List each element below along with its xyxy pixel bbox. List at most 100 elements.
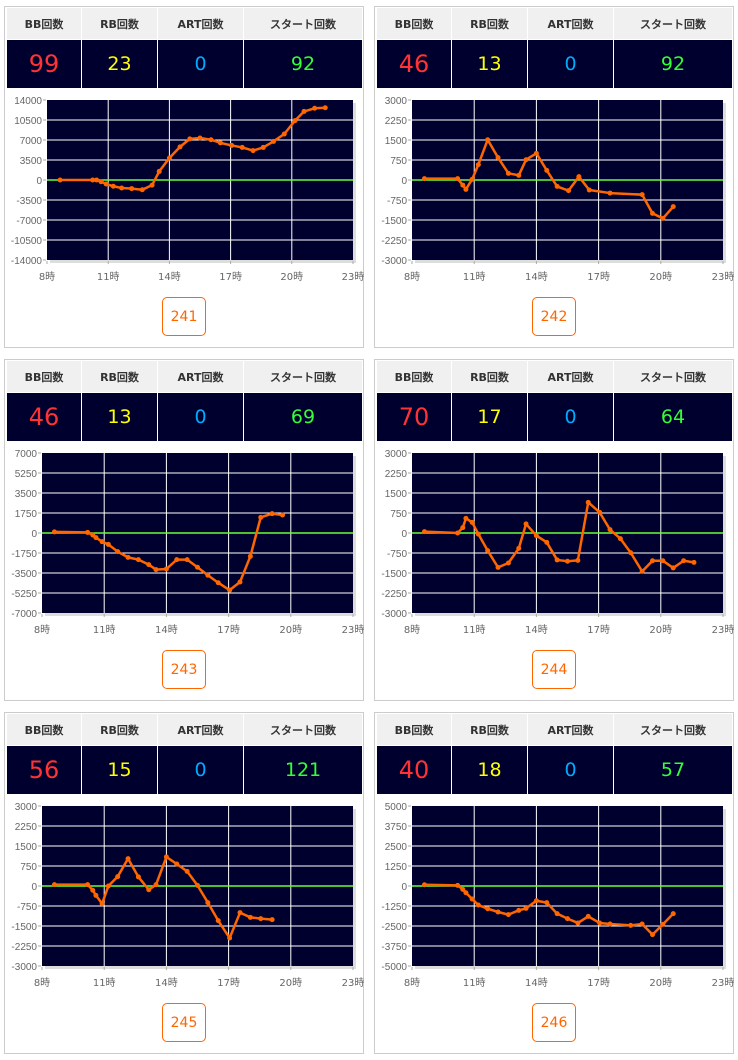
y-tick-label: -1500 [381, 216, 407, 227]
data-point [51, 529, 57, 535]
data-point [516, 172, 522, 178]
x-tick-label: 20時 [649, 977, 672, 989]
data-point [195, 882, 200, 888]
start-header: スタート回数 [270, 370, 336, 384]
stats-header-row: BB回数 RB回数 ART回数 スタート回数 [7, 361, 362, 392]
y-tick-label: 2250 [385, 469, 408, 480]
bb-header: BB回数 [377, 714, 452, 745]
series-line [54, 855, 273, 940]
data-point [469, 896, 475, 902]
rb-count: 17 [452, 393, 528, 441]
y-tick-label: -7000 [16, 216, 42, 227]
x-tick-label: 8時 [34, 624, 50, 636]
y-tick-label: -3750 [381, 942, 407, 953]
machine-number-button[interactable]: 244 [532, 650, 576, 689]
y-tick-label: -1500 [381, 569, 407, 580]
data-point [269, 511, 275, 517]
y-tick-label: 0 [401, 176, 407, 187]
art-header: ART回数 [158, 361, 244, 392]
data-point [105, 883, 111, 889]
slump-chart: 14000 10500 7000 3500 0 -3500 -7000 -10500 -1400… [11, 96, 365, 283]
data-point [139, 187, 145, 193]
data-point [85, 882, 91, 888]
data-point [681, 558, 687, 564]
data-point [597, 920, 603, 926]
data-point [250, 148, 256, 154]
data-point [516, 545, 522, 551]
data-point [239, 144, 245, 150]
y-tick-label: -3000 [381, 256, 407, 267]
x-tick-label: 8時 [39, 271, 55, 283]
data-point [93, 892, 99, 898]
y-tick-label: 0 [36, 176, 42, 187]
machine-number-button[interactable]: 246 [532, 1003, 576, 1042]
start-header: スタート回数 [270, 723, 336, 737]
data-point [85, 529, 91, 535]
bb-count: 46 [377, 40, 452, 88]
y-tick-label: 750 [390, 156, 407, 167]
data-point [516, 907, 522, 913]
data-point [505, 560, 511, 566]
x-tick-label: 23時 [342, 624, 365, 636]
start-count: 57 [660, 759, 686, 781]
slump-chart: 7000 5250 3500 1750 0 -1750 -3500 -5250 -7000 8時 1… [11, 449, 365, 636]
y-tick-label: 2500 [385, 842, 408, 853]
y-tick-label: 3750 [385, 822, 408, 833]
start-header: スタート回数 [640, 17, 706, 31]
machine-number-button[interactable]: 243 [162, 650, 206, 689]
y-tick-label: -14000 [11, 256, 43, 267]
data-point [554, 911, 560, 917]
data-point [153, 567, 159, 573]
machine-panel: BB回数 RB回数 ART回数 スタート回数 40 18 0 57 5000 37… [374, 712, 734, 1054]
data-point [485, 137, 491, 143]
x-tick-label: 14時 [525, 271, 548, 283]
data-point [110, 183, 116, 189]
machine-panel: BB回数 RB回数 ART回数 スタート回数 46 13 0 69 7000 52… [4, 359, 364, 701]
data-point [639, 192, 645, 198]
data-point [237, 579, 243, 585]
x-tick-label: 23時 [342, 977, 365, 989]
x-tick-label: 11時 [93, 624, 116, 636]
data-point [485, 906, 491, 912]
data-point [460, 525, 466, 531]
data-point [628, 550, 634, 556]
stats-value-row: 99 23 0 92 [7, 40, 362, 88]
machine-number-button[interactable]: 245 [162, 1003, 206, 1042]
y-tick-label: 750 [20, 862, 37, 873]
machine-number-button[interactable]: 241 [162, 297, 206, 336]
y-tick-label: -7000 [11, 609, 37, 620]
y-tick-label: 1750 [15, 509, 38, 520]
art-header: ART回数 [528, 714, 614, 745]
data-point [533, 150, 539, 156]
data-point [475, 902, 481, 908]
data-point [215, 580, 221, 586]
data-point [597, 509, 603, 515]
data-point [617, 536, 623, 542]
y-tick-label: 1500 [385, 489, 408, 500]
data-point [523, 157, 529, 163]
data-point [660, 558, 666, 564]
data-point [260, 144, 266, 150]
art-header: ART回数 [158, 714, 244, 745]
x-tick-label: 11時 [463, 977, 486, 989]
data-point [670, 911, 676, 917]
machine-number-button[interactable]: 242 [532, 297, 576, 336]
data-point [585, 499, 591, 505]
bb-count: 56 [7, 746, 82, 794]
y-tick-label: -5000 [381, 962, 407, 973]
slump-chart: 3000 2250 1500 750 0 -750 -1500 -2250 -3000 8時 11時… [381, 449, 734, 636]
data-point [115, 549, 121, 555]
rb-count: 18 [452, 746, 528, 794]
y-tick-label: 5250 [15, 469, 38, 480]
data-point [691, 559, 697, 565]
rb-count: 13 [452, 40, 528, 88]
bb-header: BB回数 [377, 8, 452, 39]
data-point [184, 868, 190, 874]
data-point [628, 922, 634, 928]
data-point [670, 204, 676, 210]
y-tick-label: -1750 [11, 549, 37, 560]
data-point [650, 932, 656, 938]
y-tick-label: 0 [401, 529, 407, 540]
start-count: 64 [660, 406, 686, 428]
bb-count: 40 [377, 746, 452, 794]
